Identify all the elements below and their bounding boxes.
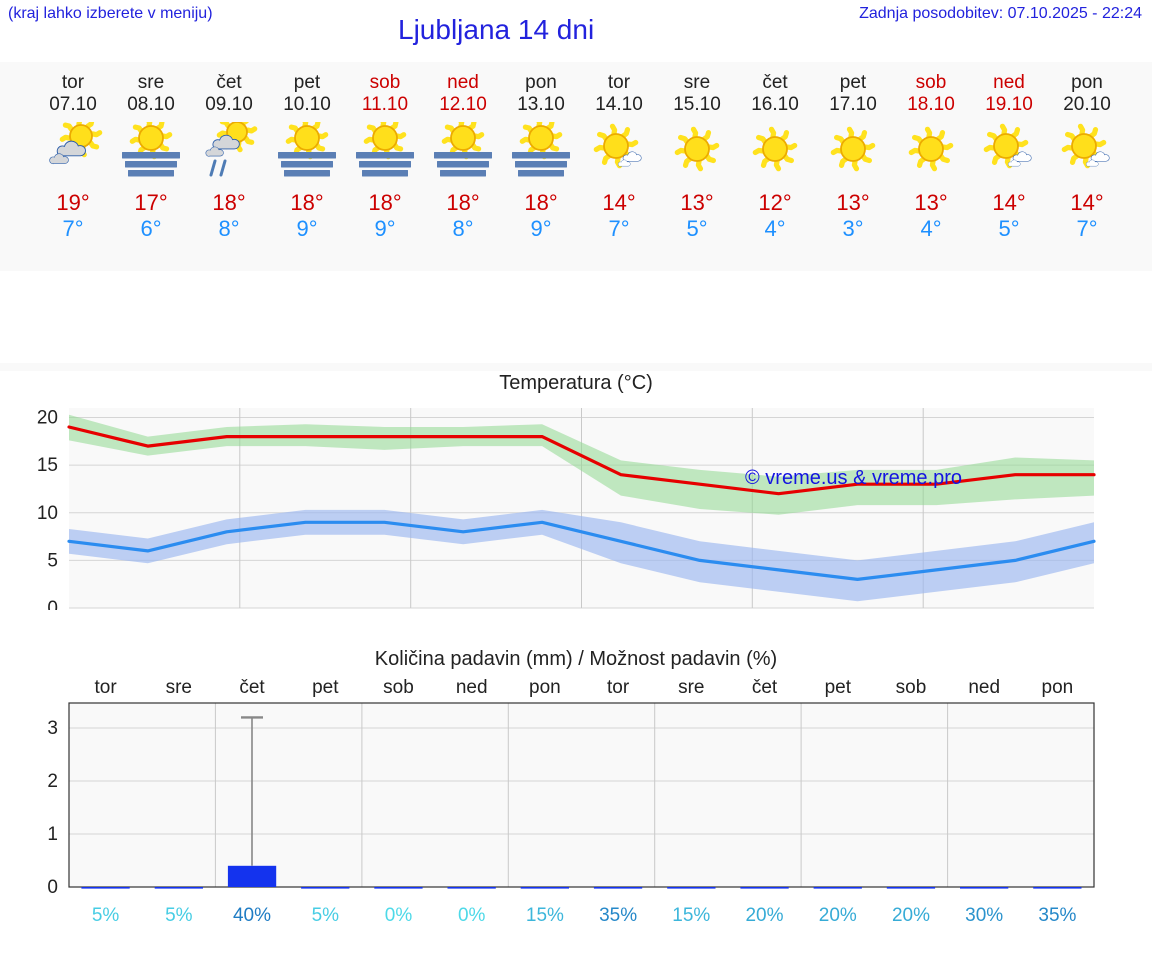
svg-text:5%: 5% [312,905,340,926]
svg-text:15: 15 [37,455,58,476]
svg-text:pet: pet [825,677,852,698]
svg-text:20%: 20% [892,905,930,926]
svg-text:20%: 20% [745,905,783,926]
svg-text:0: 0 [47,877,58,898]
svg-text:čet: čet [752,677,778,698]
svg-text:35%: 35% [599,905,637,926]
svg-text:20: 20 [37,408,58,429]
svg-text:15%: 15% [526,905,564,926]
svg-text:5%: 5% [92,905,120,926]
svg-text:15%: 15% [672,905,710,926]
svg-text:5: 5 [47,550,58,571]
svg-text:40%: 40% [233,905,271,926]
svg-text:sre: sre [678,677,704,698]
svg-text:35%: 35% [1038,905,1076,926]
svg-text:10: 10 [37,503,58,524]
svg-text:pon: pon [529,677,561,698]
svg-text:tor: tor [95,677,118,698]
svg-text:0%: 0% [385,905,413,926]
svg-text:© vreme.us & vreme.pro: © vreme.us & vreme.pro [745,467,962,489]
svg-text:5%: 5% [165,905,193,926]
svg-text:30%: 30% [965,905,1003,926]
svg-text:ned: ned [968,677,1000,698]
svg-text:3: 3 [47,718,58,739]
svg-text:sre: sre [166,677,192,698]
svg-text:1: 1 [47,824,58,845]
svg-text:20%: 20% [819,905,857,926]
svg-text:0%: 0% [458,905,486,926]
svg-text:čet: čet [239,677,265,698]
svg-text:2: 2 [47,771,58,792]
svg-text:pon: pon [1042,677,1074,698]
svg-text:tor: tor [607,677,630,698]
svg-text:sob: sob [896,677,927,698]
svg-text:pet: pet [312,677,339,698]
svg-text:sob: sob [383,677,414,698]
svg-text:ned: ned [456,677,488,698]
svg-text:0: 0 [47,598,58,610]
